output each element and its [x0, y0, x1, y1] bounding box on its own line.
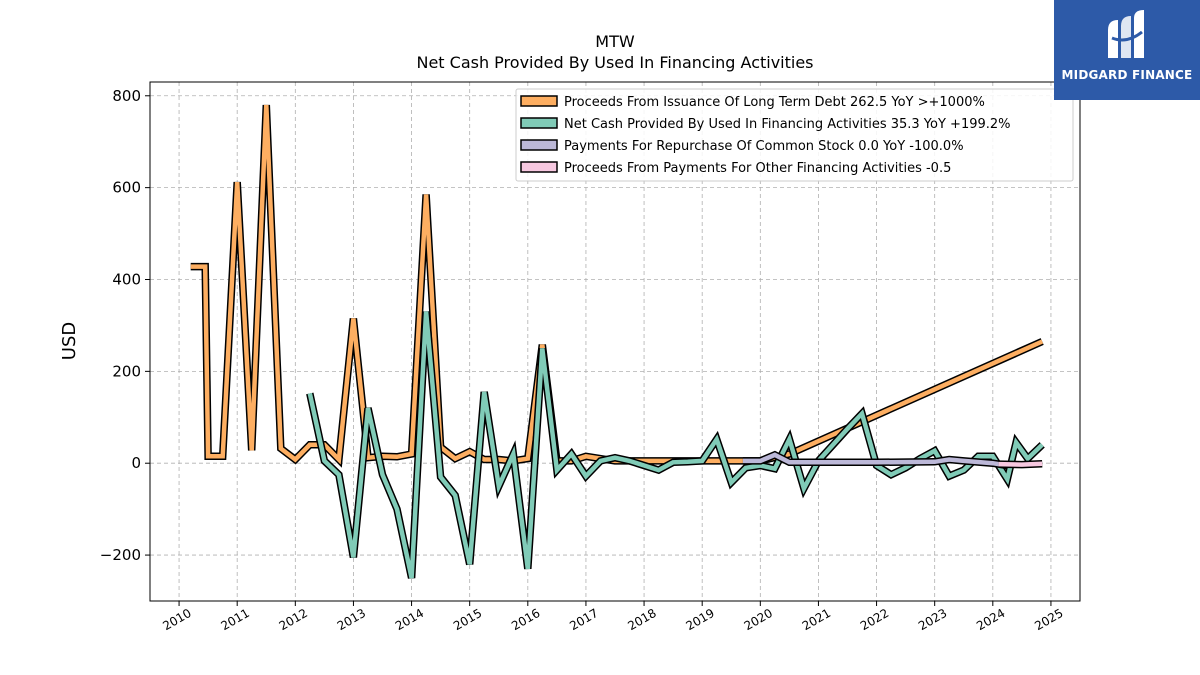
series-2 — [742, 450, 1008, 470]
y-ticks: −200 0 200 400 600 800 — [100, 87, 150, 564]
series-1 — [306, 311, 1045, 579]
chart-subtitle: Net Cash Provided By Used In Financing A… — [416, 53, 813, 72]
x-tick-label: 2017 — [567, 606, 600, 633]
x-tick-label: 2019 — [683, 606, 716, 633]
series-line — [998, 461, 1043, 467]
x-tick-label: 2011 — [218, 606, 251, 633]
legend-box — [515, 88, 1074, 182]
legend-entry: Proceeds From Issuance Of Long Term Debt… — [564, 95, 985, 110]
y-tick-label: 800 — [112, 87, 141, 105]
x-tick-label: 2014 — [393, 606, 426, 633]
y-tick-label: 200 — [112, 362, 141, 380]
x-tick-label: 2012 — [277, 606, 310, 633]
y-tick-label: 600 — [112, 179, 141, 197]
legend-swatch — [520, 161, 558, 173]
chart-title: MTW — [595, 32, 635, 51]
y-axis-label: USD — [59, 322, 80, 360]
x-tick-label: 2023 — [916, 606, 949, 633]
series-line — [742, 452, 1008, 468]
x-tick-label: 2015 — [451, 606, 484, 633]
legend-entry: Payments For Repurchase Of Common Stock … — [564, 139, 964, 154]
legend-swatch — [520, 139, 558, 151]
logo-text: MIDGARD FINANCE — [1061, 68, 1193, 82]
legend-entry: Net Cash Provided By Used In Financing A… — [564, 117, 1011, 132]
x-tick-label: 2022 — [858, 606, 891, 633]
logo-mark-icon — [1108, 10, 1144, 58]
x-tick-label: 2021 — [800, 606, 833, 633]
series-lines — [190, 104, 1045, 579]
x-tick-label: 2024 — [974, 606, 1007, 633]
x-tick-label: 2025 — [1032, 606, 1065, 633]
y-tick-label: 400 — [112, 270, 141, 288]
y-tick-label: −200 — [100, 546, 141, 564]
legend-swatch — [520, 117, 558, 129]
x-ticks: 2010 2011 2012 2013 2014 2015 2016 2017 2018 2019… — [160, 601, 1066, 633]
legend-entry: Proceeds From Payments For Other Financi… — [564, 161, 951, 176]
series-line — [307, 311, 1044, 579]
brand-logo: MIDGARD FINANCE — [1054, 0, 1200, 100]
x-tick-label: 2010 — [160, 606, 193, 633]
x-tick-label: 2018 — [625, 606, 658, 633]
legend: Proceeds From Issuance Of Long Term Debt… — [515, 88, 1074, 182]
y-tick-label: 0 — [131, 454, 141, 472]
x-tick-label: 2020 — [742, 606, 775, 633]
series-3 — [998, 459, 1043, 469]
legend-swatch — [520, 95, 558, 107]
x-tick-label: 2013 — [335, 606, 368, 633]
x-tick-label: 2016 — [509, 606, 542, 633]
plot-area-frame — [149, 81, 1081, 602]
